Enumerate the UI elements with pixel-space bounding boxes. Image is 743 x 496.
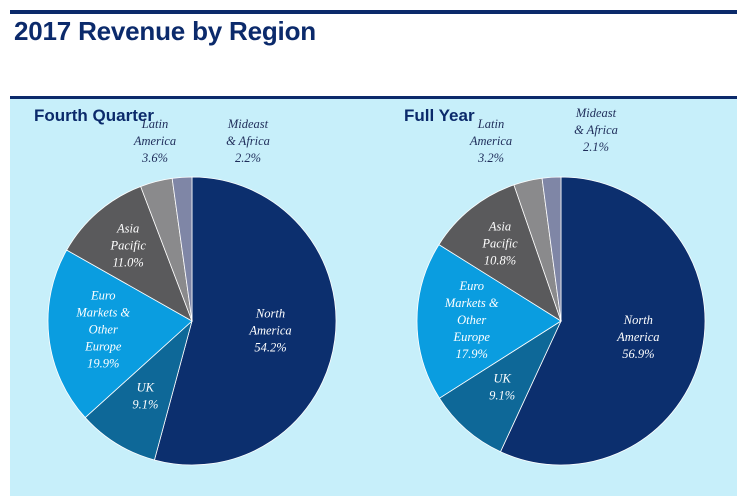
slice-label-euro-c1: Markets & <box>444 296 499 310</box>
chart-title-fourth-quarter: Fourth Quarter <box>34 106 154 125</box>
slice-label-euro-c0: Markets & <box>75 306 130 320</box>
slice-value-latin-c1: 3.2% <box>477 151 504 165</box>
pie-slice-uk-c1 <box>438 319 562 453</box>
slice-label-latin-c1: Latin <box>477 117 504 131</box>
slice-label-uk-c0: UK <box>137 380 155 394</box>
slice-value-north_america-c0: 54.2% <box>254 340 286 354</box>
slice-label-asia-c1: Pacific <box>481 236 518 250</box>
slice-label-asia-c0: Pacific <box>109 239 146 253</box>
slice-label-latin-c0: America <box>133 134 176 148</box>
pie-slice-north_america-c1 <box>499 176 706 466</box>
slice-value-uk-c1: 9.1% <box>489 389 515 403</box>
slice-label-euro-c0: Other <box>89 323 118 337</box>
slice-label-euro-c0: Euro <box>90 289 116 303</box>
slice-label-euro-c1: Other <box>457 313 486 327</box>
slice-label-euro-c0: Europe <box>84 340 122 354</box>
slice-value-latin-c0: 3.6% <box>141 151 168 165</box>
pie-slice-euro-c0 <box>47 249 193 419</box>
slice-label-latin-c1: America <box>469 134 512 148</box>
slice-value-north_america-c1: 56.9% <box>622 347 654 361</box>
slice-label-asia-c0: Asia <box>116 222 139 236</box>
slice-label-north_america-c0: America <box>248 323 291 337</box>
slice-label-north_america-c1: America <box>616 330 659 344</box>
pie-slice-euro-c1 <box>416 244 562 399</box>
slice-label-euro-c1: Europe <box>453 330 491 344</box>
slice-label-mideast-c1: Mideast <box>575 106 617 120</box>
slice-label-uk-c1: UK <box>493 372 511 386</box>
slice-value-uk-c0: 9.1% <box>132 397 158 411</box>
chart-title-full-year: Full Year <box>404 106 475 125</box>
slice-value-euro-c1: 17.9% <box>456 347 488 361</box>
pie-slice-asia-c0 <box>66 185 193 322</box>
slice-label-north_america-c0: North <box>255 306 285 320</box>
pie-slice-north_america-c0 <box>153 176 337 466</box>
pie-slice-uk-c0 <box>84 319 193 461</box>
slice-label-mideast-c0: Mideast <box>227 117 269 131</box>
slice-value-asia-c0: 11.0% <box>112 256 143 270</box>
top-rule <box>10 10 737 14</box>
slice-label-latin-c0: Latin <box>141 117 168 131</box>
slice-label-mideast-c0: & Africa <box>226 134 270 148</box>
slice-value-asia-c1: 10.8% <box>484 253 516 267</box>
pie-slice-mideast-c0 <box>171 176 193 322</box>
slice-label-asia-c1: Asia <box>488 219 511 233</box>
slice-label-mideast-c1: & Africa <box>574 123 618 137</box>
pie-slice-mideast-c1 <box>541 176 562 322</box>
slice-value-mideast-c1: 2.1% <box>583 140 609 154</box>
slice-value-mideast-c0: 2.2% <box>235 151 261 165</box>
slice-label-euro-c1: Euro <box>458 279 484 293</box>
slice-value-euro-c0: 19.9% <box>87 357 119 371</box>
page-title: 2017 Revenue by Region <box>14 16 316 46</box>
pie-slice-asia-c1 <box>438 184 562 322</box>
slice-label-north_america-c1: North <box>623 313 653 327</box>
